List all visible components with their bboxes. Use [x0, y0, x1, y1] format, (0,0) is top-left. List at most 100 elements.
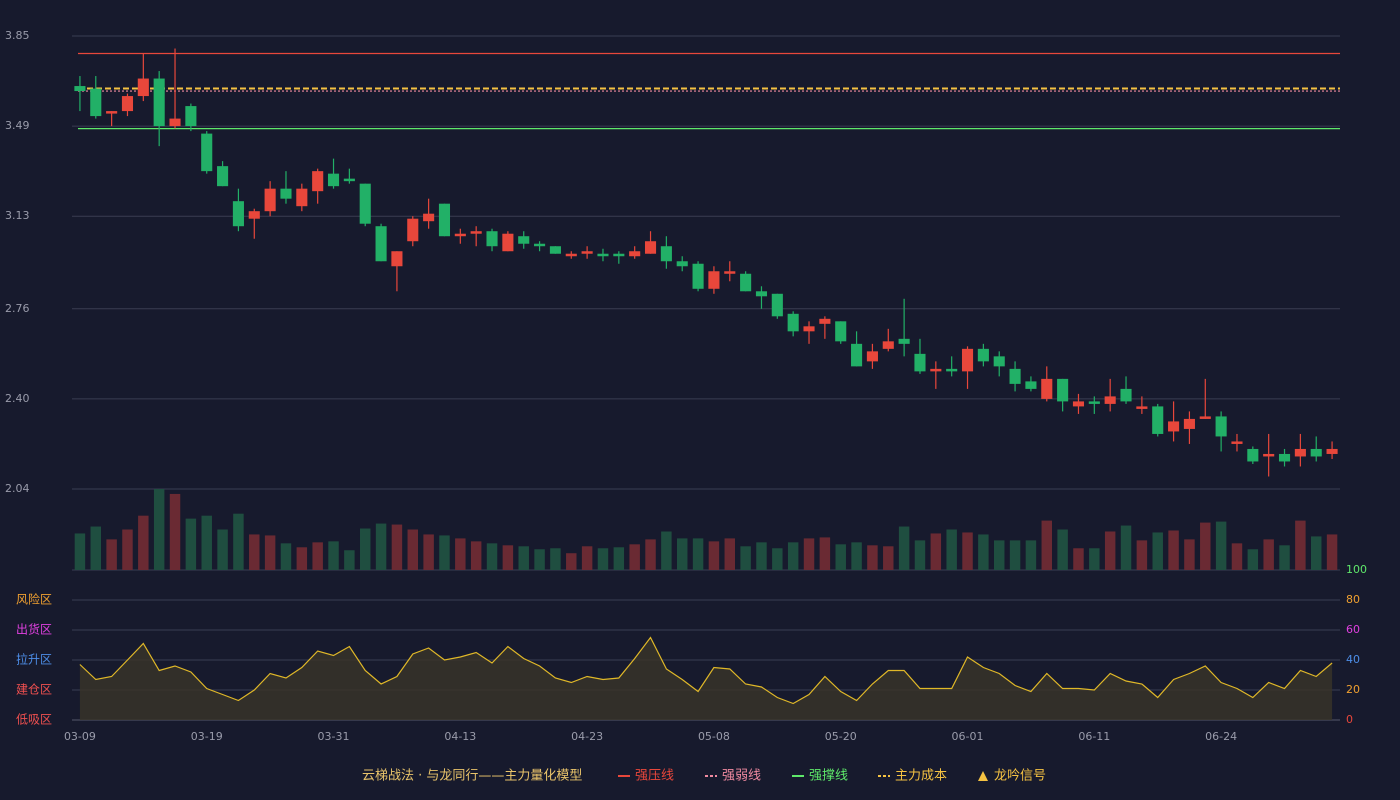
volume-bar [534, 549, 545, 570]
candle-body [1041, 378, 1053, 399]
candle-body [1263, 453, 1275, 457]
candle-body [359, 183, 371, 224]
volume-bar [153, 489, 165, 570]
volume-bar [930, 533, 942, 570]
legend-label: 强弱线 [722, 769, 761, 784]
candle-body [787, 313, 799, 332]
candle-body [407, 218, 419, 242]
candle-body [264, 188, 276, 212]
candle-body [1025, 381, 1037, 389]
legend-swatch [978, 771, 988, 781]
volume-bar [1025, 540, 1037, 570]
candle-body [549, 246, 561, 254]
candle-body [1009, 368, 1021, 384]
volume-bar [803, 538, 815, 570]
candle-body [312, 171, 324, 192]
volume-bar [185, 518, 197, 570]
candle-body [1247, 448, 1259, 462]
volume-bar [423, 534, 434, 570]
volume-bar [138, 515, 149, 570]
candle-body [137, 78, 149, 97]
candle-body [565, 253, 577, 257]
candle-body [1120, 388, 1132, 402]
volume-bar [613, 547, 625, 570]
candle-body [375, 226, 387, 262]
zone-label: 出货区 [16, 622, 52, 637]
candle-body [327, 173, 340, 187]
candle-body [391, 251, 403, 267]
volume-bar [249, 534, 260, 570]
volume-bar [708, 541, 720, 570]
volume-bar [851, 542, 862, 570]
candle-body [644, 241, 657, 254]
volume-bar [1152, 532, 1163, 570]
volume-bar [914, 540, 926, 570]
osc-tick-label: 20 [1346, 683, 1360, 696]
candle-body [343, 178, 355, 182]
x-tick-label: 03-09 [64, 730, 96, 743]
candle-body [90, 88, 102, 117]
volume-bar [676, 538, 688, 570]
y-tick-label: 2.04 [5, 482, 30, 495]
candle-body [502, 233, 514, 252]
candle-body [1326, 448, 1338, 454]
volume-bar [407, 529, 419, 570]
x-tick-label: 05-08 [698, 730, 730, 743]
volume-bar [629, 544, 640, 570]
y-tick-label: 3.13 [5, 209, 30, 222]
y-tick-label: 2.76 [5, 302, 30, 315]
volume-bar [328, 541, 339, 570]
candle-body [740, 273, 752, 292]
osc-area [79, 637, 1333, 720]
volume-bar [1279, 545, 1290, 570]
x-tick-label: 06-24 [1205, 730, 1237, 743]
candle-body [248, 211, 260, 219]
volume-bar [375, 523, 387, 570]
volume-bar [233, 513, 244, 570]
volume-bar [169, 493, 181, 570]
volume-bar [502, 545, 514, 570]
osc-tick-label: 0 [1346, 713, 1353, 726]
volume-bar [550, 548, 561, 570]
candle-body [803, 326, 815, 332]
volume-bar [835, 544, 846, 570]
candle-body [1136, 406, 1148, 409]
volume-bar [90, 526, 102, 570]
legend-title: 云梯战法 · 与龙同行——主力量化模型 [362, 769, 582, 784]
volume-bar [566, 553, 577, 570]
candle-body [1231, 441, 1243, 444]
candle-body [708, 271, 720, 289]
volume-bar [74, 533, 86, 570]
volume-bar [455, 538, 466, 570]
candle-body [74, 86, 86, 92]
osc-tick-label: 100 [1346, 563, 1367, 576]
volume-bar [978, 534, 989, 570]
x-tick-label: 04-23 [571, 730, 603, 743]
legend-label: 龙吟信号 [994, 768, 1046, 784]
volume-bar [597, 548, 609, 570]
candle-body [1168, 421, 1180, 432]
osc-tick-label: 40 [1346, 653, 1360, 666]
candle-body [882, 341, 894, 349]
volume-bar [439, 535, 450, 570]
volume-bar [1168, 530, 1179, 570]
candle-body [153, 78, 165, 127]
candle-body [1104, 396, 1116, 404]
candle-body [866, 351, 878, 362]
x-tick-label: 06-11 [1078, 730, 1110, 743]
candle-body [296, 188, 308, 207]
y-tick-label: 3.49 [5, 119, 30, 132]
volume-bar [280, 543, 292, 570]
volume-bar [1120, 525, 1132, 570]
candle-body [629, 251, 641, 257]
candle-body [930, 368, 942, 372]
x-tick-label: 05-20 [825, 730, 857, 743]
candle-body [977, 348, 989, 362]
candle-body [1057, 378, 1069, 402]
candle-body [755, 291, 768, 297]
candle-body [1088, 401, 1100, 404]
volume-bar [217, 529, 228, 570]
volume-bar [819, 537, 831, 570]
x-tick-label: 03-31 [318, 730, 350, 743]
